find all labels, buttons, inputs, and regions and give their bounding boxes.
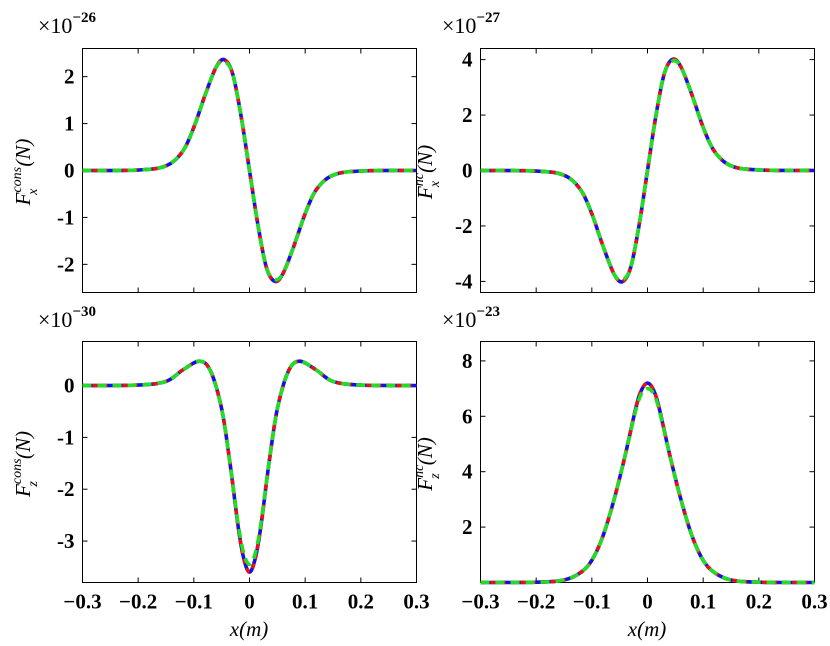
panel-fz-cons-xtick-label: −0.2	[119, 590, 157, 614]
panel-fz-cons-series-green	[82, 359, 417, 567]
panel-fx-cons: ×10−26 Fconsx(N) -2 -1 0 1 2	[10, 10, 417, 293]
panel-fx-cons-ytick-label: -1	[57, 205, 75, 229]
panel-fz-nc-xtick-label: −0.1	[573, 590, 611, 614]
panel-fx-nc-ytick-label: 0	[462, 159, 473, 183]
panel-fz-cons-multiplier: ×10−30	[38, 304, 96, 332]
panel-fz-cons-xtick-label: 0	[244, 590, 255, 614]
panel-fx-nc-ytick-label: 2	[462, 103, 473, 127]
panel-fz-cons-ytick-label: 0	[64, 374, 75, 398]
panel-fz-cons-xtick-label: 0.3	[403, 590, 429, 614]
panel-fx-cons-ytick-label: -2	[57, 252, 75, 276]
panel-fz-nc-multiplier: ×10−23	[442, 304, 500, 332]
panel-fz-cons-ytick-label: -2	[57, 477, 75, 501]
panel-fz-cons-xtick-label: −0.1	[175, 590, 213, 614]
panel-fz-nc-ylabel: Fncz(N)	[412, 437, 443, 492]
panel-fz-cons-curves	[82, 359, 417, 574]
panel-fz-nc-ytick-label: 6	[462, 404, 473, 428]
panel-fz-cons-xtick-label: −0.3	[63, 590, 101, 614]
panel-fz-nc-ticks: −0.3 −0.2 −0.1 0 0.1 0.2 0.3 2 4 6 8	[461, 341, 828, 614]
panel-fz-nc-ytick-label: 8	[462, 349, 473, 373]
panel-fx-nc-ytick-label: -2	[455, 214, 473, 238]
panel-fx-nc-ticks: -4 -2 0 2 4	[455, 48, 815, 293]
panel-fz-nc-xtick-label: 0.2	[746, 590, 772, 614]
panel-fz-nc-xtick-label: 0	[642, 590, 653, 614]
panel-fz-nc-xtick-label: −0.2	[517, 590, 555, 614]
panel-fx-cons-ytick-label: 0	[64, 159, 75, 183]
panel-fz-nc-curves	[480, 381, 815, 585]
panel-fx-cons-ytick-label: 1	[64, 112, 75, 136]
panel-fz-cons-ticks: −0.3 −0.2 −0.1 0 0.1 0.2 0.3 -3 -2 -1 0	[57, 341, 430, 614]
panel-fz-cons-ylabel: Fconsz(N)	[10, 431, 41, 498]
panel-fz-cons-ytick-label: -3	[57, 529, 75, 553]
panel-fx-nc-ytick-label: -4	[455, 269, 473, 293]
panel-fz-nc-xtick-label: 0.3	[801, 590, 827, 614]
panel-fx-nc-curves	[480, 57, 815, 284]
panel-fz-cons: ×10−30 Fconsz(N) x(m) −0.3 −0.2 −0.1 0 0.1 0.…	[10, 304, 430, 641]
panel-fz-nc-xtick-label: 0.1	[690, 590, 716, 614]
panel-fz-cons-xtick-label: 0.2	[348, 590, 374, 614]
panel-fx-cons-series-green	[82, 59, 417, 282]
panel-fx-cons-ylabel: Fconsx(N)	[10, 139, 41, 207]
panel-fx-cons-ticks: -2 -1 0 1 2	[57, 48, 417, 293]
panel-fz-nc-ytick-label: 4	[462, 460, 473, 484]
panel-fx-nc: ×10−27 Fncx(N) -4 -2 0 2 4	[412, 10, 815, 293]
panel-fz-cons-xlabel: x(m)	[229, 617, 268, 641]
panel-fx-cons-multiplier: ×10−26	[38, 10, 96, 38]
panel-fz-cons-ytick-label: -1	[57, 425, 75, 449]
panel-fx-cons-ytick-label: 2	[64, 65, 75, 89]
panel-fz-nc-series-green	[480, 386, 815, 585]
panel-fx-nc-ylabel: Fncx(N)	[412, 145, 443, 200]
panel-fx-nc-ytick-label: 4	[462, 48, 473, 72]
panel-fz-nc-xtick-label: −0.3	[461, 590, 499, 614]
panel-fx-nc-multiplier: ×10−27	[442, 10, 500, 38]
panel-fx-cons-curves	[82, 57, 417, 284]
panel-fz-nc-xlabel: x(m)	[627, 617, 666, 641]
panel-fz-nc-ytick-label: 2	[462, 515, 473, 539]
panel-fz-cons-xtick-label: 0.1	[292, 590, 318, 614]
panel-fx-nc-series-green	[480, 58, 815, 283]
panel-fz-nc: ×10−23 Fncz(N) x(m) −0.3 −0.2 −0.1 0 0.1 0.2 0…	[412, 304, 828, 641]
